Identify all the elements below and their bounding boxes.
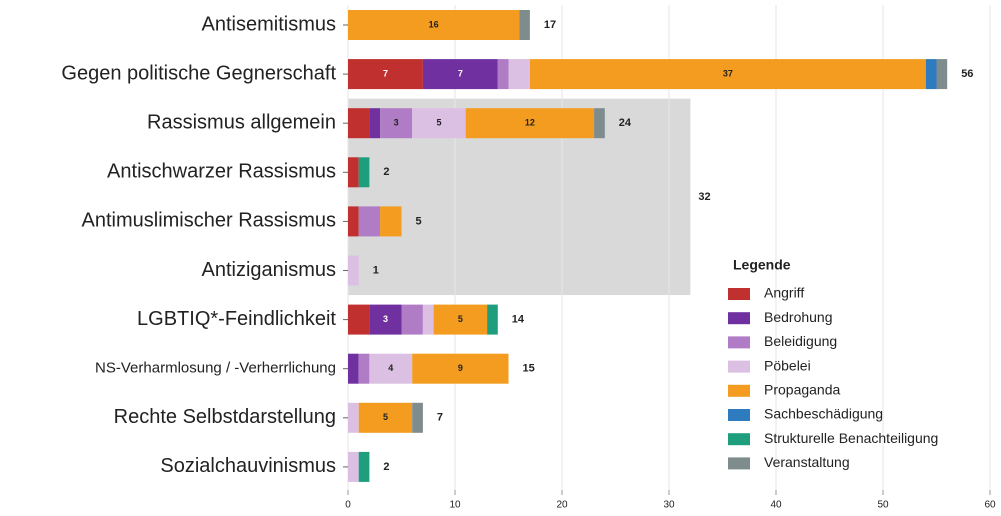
legend-label: Propaganda — [764, 382, 841, 398]
bar-segment — [348, 304, 370, 335]
legend-label: Beleidigung — [764, 333, 837, 349]
x-tick-label: 30 — [663, 500, 675, 511]
bar-segment — [412, 402, 423, 433]
category-label: Antimuslimischer Rassismus — [82, 210, 337, 232]
bar-segment — [401, 304, 423, 335]
category-label: Gegen politische Gegnerschaft — [61, 62, 336, 84]
legend-swatch — [728, 457, 750, 470]
legend-label: Bedrohung — [764, 309, 833, 325]
total-label: 17 — [544, 19, 556, 31]
bar-segment — [348, 451, 359, 482]
legend-label: Angriff — [764, 285, 804, 301]
total-label: 5 — [416, 215, 422, 227]
bar-segment — [348, 353, 359, 384]
segment-label: 5 — [383, 412, 388, 422]
segment-label: 3 — [394, 118, 399, 128]
legend-label: Sachbeschädigung — [764, 406, 883, 422]
bar-segment — [497, 59, 509, 90]
x-tick-label: 60 — [984, 500, 996, 511]
category-label: NS-Verharmlosung / -Verherrlichung — [95, 360, 336, 377]
legend-swatch — [728, 384, 750, 397]
segment-label: 7 — [458, 68, 463, 78]
bar-segment — [348, 10, 520, 40]
bar-segment — [380, 108, 413, 139]
legend-swatch — [728, 360, 750, 373]
total-label: 2 — [383, 461, 389, 473]
bar-segment — [369, 108, 381, 139]
legend-label: Pöbelei — [764, 357, 811, 373]
legend-label: Veranstaltung — [764, 454, 850, 470]
bar-segment — [422, 304, 434, 335]
legend-swatch — [728, 288, 750, 300]
category-label: LGBTIQ*-Feindlichkeit — [137, 308, 336, 330]
bar-segment — [369, 304, 402, 335]
bar-segment — [358, 157, 370, 188]
category-label: Rechte Selbstdarstellung — [114, 406, 336, 428]
bar-segment — [358, 451, 370, 482]
segment-label: 5 — [436, 118, 441, 128]
bar-segment — [348, 59, 423, 90]
total-label: 56 — [961, 68, 973, 80]
bar-segment — [594, 108, 605, 139]
bar-segment — [465, 108, 595, 139]
x-tick-label: 10 — [449, 500, 461, 511]
total-label: 2 — [383, 166, 389, 178]
highlight-label: 32 — [698, 191, 710, 203]
total-label: 15 — [523, 363, 535, 375]
legend-label: Strukturelle Benachteiligung — [764, 430, 938, 446]
x-tick-label: 50 — [877, 500, 889, 511]
bar-segment — [519, 10, 530, 40]
bar-segment — [358, 353, 370, 384]
bar-segment — [348, 255, 359, 286]
bar-segment — [358, 402, 413, 433]
legend-swatch — [728, 312, 750, 325]
bar-segment — [348, 206, 359, 237]
bar-segment — [433, 304, 488, 335]
bar-segment — [412, 108, 466, 139]
segment-label: 3 — [383, 314, 388, 324]
segment-label: 37 — [723, 68, 733, 78]
x-tick-label: 0 — [345, 500, 351, 511]
bar-segment — [380, 206, 402, 237]
bar-segment — [348, 108, 370, 139]
total-label: 14 — [512, 314, 525, 326]
bar-segment — [487, 304, 498, 335]
legend-title: Legende — [733, 257, 791, 273]
total-label: 24 — [619, 117, 632, 129]
category-label: Antischwarzer Rassismus — [107, 161, 336, 183]
bar-segment — [348, 402, 359, 433]
segment-label: 16 — [429, 19, 439, 29]
category-label: Antiziganismus — [201, 259, 336, 281]
legend-swatch — [728, 409, 750, 421]
segment-label: 12 — [525, 118, 535, 128]
bar-segment — [412, 353, 509, 384]
bar-segment — [936, 59, 948, 90]
total-label: 1 — [373, 264, 379, 276]
bar-segment — [925, 59, 937, 90]
category-label: Antisemitismus — [202, 13, 336, 35]
total-label: 7 — [437, 412, 443, 424]
bar-segment — [369, 353, 413, 384]
bar-segment — [358, 206, 381, 237]
bar-segment — [508, 59, 530, 90]
bar-segment — [529, 59, 926, 90]
segment-label: 5 — [458, 314, 463, 324]
x-tick-label: 40 — [770, 500, 782, 511]
category-label: Rassismus allgemein — [147, 111, 336, 133]
x-tick-label: 20 — [556, 500, 568, 511]
legend-swatch — [728, 433, 750, 446]
segment-label: 9 — [458, 363, 463, 373]
segment-label: 7 — [383, 68, 388, 78]
category-label: Sozialchauvinismus — [160, 455, 336, 477]
bar-segment — [422, 59, 498, 90]
bar-segment — [348, 157, 359, 188]
legend-swatch — [728, 336, 750, 349]
segment-label: 4 — [388, 363, 393, 373]
